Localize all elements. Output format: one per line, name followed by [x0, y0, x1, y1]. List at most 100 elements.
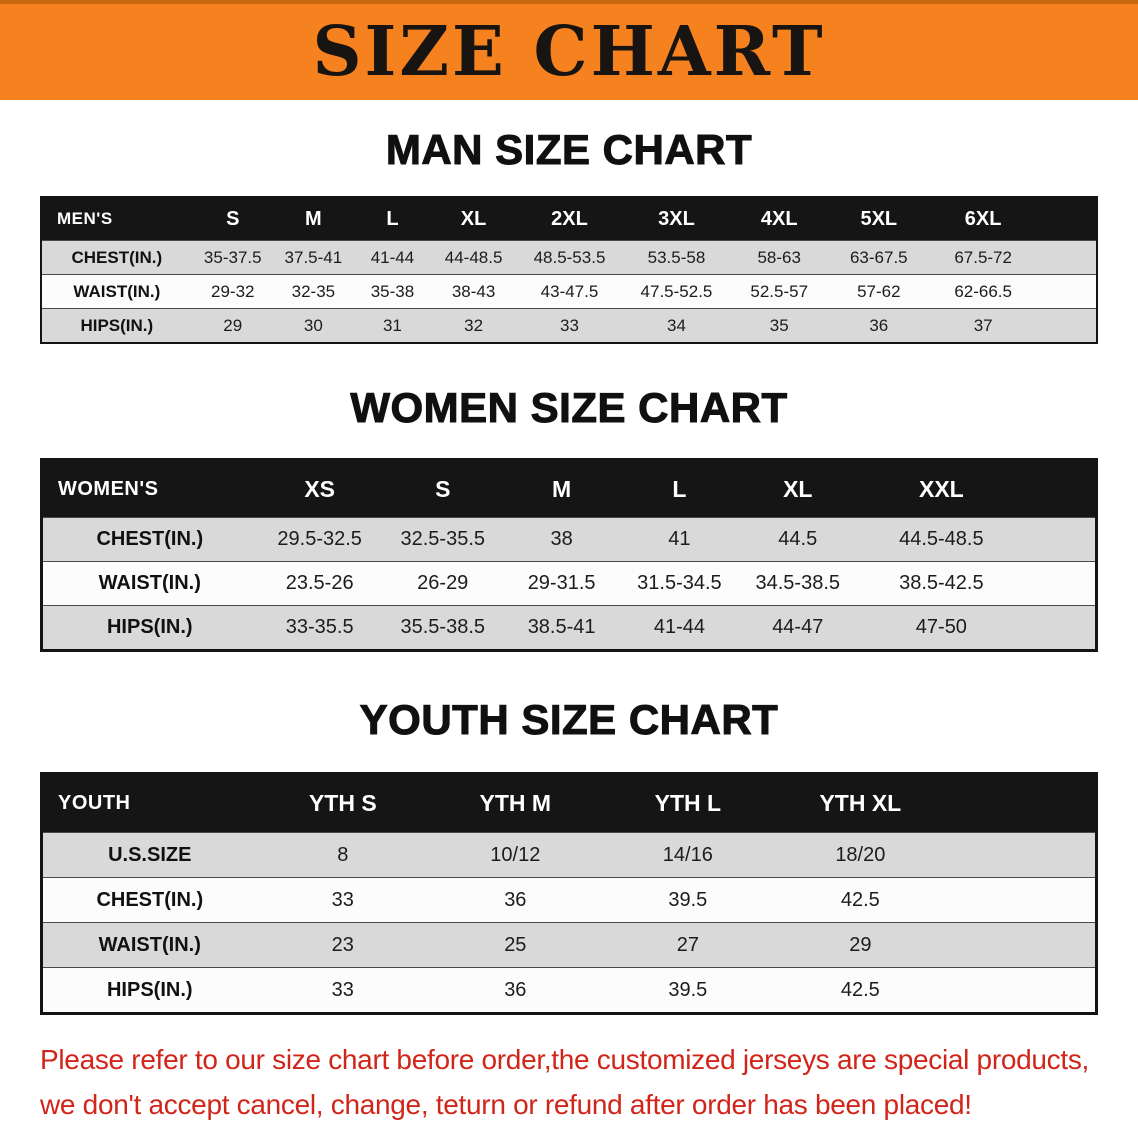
size-value: 10/12	[490, 843, 541, 866]
disclaimer-line-1: Please refer to our size chart before or…	[40, 1044, 1090, 1075]
column-header: XS	[304, 475, 335, 502]
size-value: 27	[676, 933, 699, 956]
size-value: 39.5	[668, 978, 708, 1001]
size-value: 32.5-35.5	[400, 528, 485, 550]
disclaimer-line-2: we don't accept cancel, change, teturn o…	[40, 1089, 972, 1120]
filler-cell	[947, 968, 1095, 1012]
row-label: CHEST(IN.)	[96, 528, 204, 550]
size-value: 31.5-34.5	[637, 572, 722, 594]
row-label: HIPS(IN.)	[106, 978, 193, 1001]
filler-cell	[1026, 562, 1095, 605]
table-row: WAIST(IN.) 29-32 32-35 35-38 38-43 43-47.5 47.…	[42, 274, 1096, 308]
size-value: 57-62	[857, 281, 901, 301]
size-value: 34.5-38.5	[755, 572, 841, 594]
table-header-row: YOUTH YTH S YTH M YTH L YTH XL	[43, 775, 1095, 832]
size-value: 29	[849, 933, 872, 956]
column-header: YTH M	[479, 790, 552, 816]
filler-cell	[947, 833, 1095, 877]
size-value: 23.5-26	[285, 572, 354, 594]
size-value: 36	[869, 315, 889, 335]
column-header: S	[226, 207, 240, 230]
corner-label: WOMEN'S	[58, 477, 159, 500]
size-value: 52.5-57	[750, 281, 809, 301]
men-section-heading: MAN SIZE CHART	[385, 126, 753, 174]
row-label: U.S.SIZE	[108, 843, 192, 866]
size-value: 38.5-41	[527, 616, 596, 638]
table-header-row: MEN'S S M L XL 2XL 3XL 4XL 5XL 6XL	[42, 198, 1096, 240]
size-value: 26-29	[417, 572, 469, 594]
size-value: 32-35	[291, 281, 336, 301]
size-value: 47.5-52.5	[640, 281, 713, 301]
youth-section-heading: YOUTH SIZE CHART	[359, 696, 779, 744]
page-title: SIZE CHART	[312, 12, 826, 92]
banner: SIZE CHART	[0, 0, 1138, 100]
size-value: 35.5-38.5	[400, 616, 485, 638]
size-value: 48.5-53.5	[533, 247, 606, 267]
row-label: CHEST(IN.)	[96, 888, 204, 911]
size-value: 67.5-72	[954, 247, 1012, 267]
table-header-row: WOMEN'S XS S M L XL XXL	[43, 461, 1095, 517]
filler-cell	[1038, 198, 1096, 240]
size-value: 37.5-41	[284, 247, 343, 267]
size-value: 35-37.5	[203, 247, 262, 267]
corner-label: YOUTH	[58, 792, 131, 814]
size-value: 32	[464, 315, 484, 335]
column-header: 4XL	[760, 207, 798, 230]
column-header: 6XL	[964, 207, 1002, 230]
disclaimer: Please refer to our size chart before or…	[40, 1037, 1118, 1127]
filler-cell	[947, 923, 1095, 967]
size-value: 23	[331, 933, 354, 956]
filler-cell	[1026, 461, 1095, 517]
youth-size-table: YOUTH YTH S YTH M YTH L YTH XL U.S.SIZE 8 10/12…	[40, 772, 1098, 1015]
men-size-table: MEN'S S M L XL 2XL 3XL 4XL 5XL 6XL CHEST(IN.) 35-37…	[40, 196, 1098, 344]
size-value: 36	[504, 978, 527, 1001]
size-value: 37	[973, 315, 993, 335]
column-header: 5XL	[860, 207, 898, 230]
column-header: 3XL	[658, 207, 695, 230]
size-value: 35-38	[370, 281, 415, 301]
size-value: 14/16	[662, 843, 713, 866]
filler-cell	[1026, 606, 1095, 649]
size-value: 31	[382, 315, 402, 335]
size-value: 42.5	[840, 888, 880, 911]
filler-cell	[1038, 241, 1096, 274]
table-row: HIPS(IN.) 33-35.5 35.5-38.5 38.5-41 41-44 44-…	[43, 605, 1095, 649]
column-header: XL	[460, 207, 487, 230]
row-label: HIPS(IN.)	[106, 616, 193, 638]
size-value: 38-43	[451, 281, 496, 301]
column-header: S	[435, 475, 451, 502]
size-value: 25	[504, 933, 527, 956]
size-value: 33	[331, 978, 354, 1001]
size-value: 63-67.5	[849, 247, 908, 267]
filler-cell	[1038, 309, 1096, 342]
column-header: L	[386, 207, 399, 230]
size-value: 43-47.5	[540, 281, 599, 301]
size-value: 8	[337, 843, 349, 866]
size-value: 58-63	[757, 247, 801, 267]
size-value: 44-47	[772, 616, 824, 638]
size-value: 29-31.5	[527, 572, 596, 594]
table-row: CHEST(IN.) 35-37.5 37.5-41 41-44 44-48.5 48.5…	[42, 240, 1096, 274]
table-row: CHEST(IN.) 33 36 39.5 42.5	[43, 877, 1095, 922]
column-header: 2XL	[551, 207, 588, 230]
table-row: WAIST(IN.) 23.5-26 26-29 29-31.5 31.5-34.5 34…	[43, 561, 1095, 605]
table-row: WAIST(IN.) 23 25 27 29	[43, 922, 1095, 967]
filler-cell	[1026, 518, 1095, 561]
filler-cell	[947, 775, 1095, 832]
size-value: 30	[303, 315, 323, 335]
table-row: U.S.SIZE 8 10/12 14/16 18/20	[43, 832, 1095, 877]
row-label: WAIST(IN.)	[98, 933, 201, 956]
column-header: YTH S	[308, 790, 377, 816]
size-value: 53.5-58	[647, 247, 706, 267]
corner-label: MEN'S	[57, 209, 113, 228]
size-value: 41	[668, 528, 691, 550]
size-value: 33	[331, 888, 354, 911]
row-label: WAIST(IN.)	[98, 572, 201, 594]
size-value: 39.5	[668, 888, 708, 911]
size-value: 29	[223, 315, 243, 335]
size-value: 18/20	[835, 843, 886, 866]
size-value: 38	[550, 528, 573, 550]
size-value: 41-44	[370, 247, 415, 267]
size-value: 36	[504, 888, 527, 911]
size-value: 34	[667, 315, 686, 335]
